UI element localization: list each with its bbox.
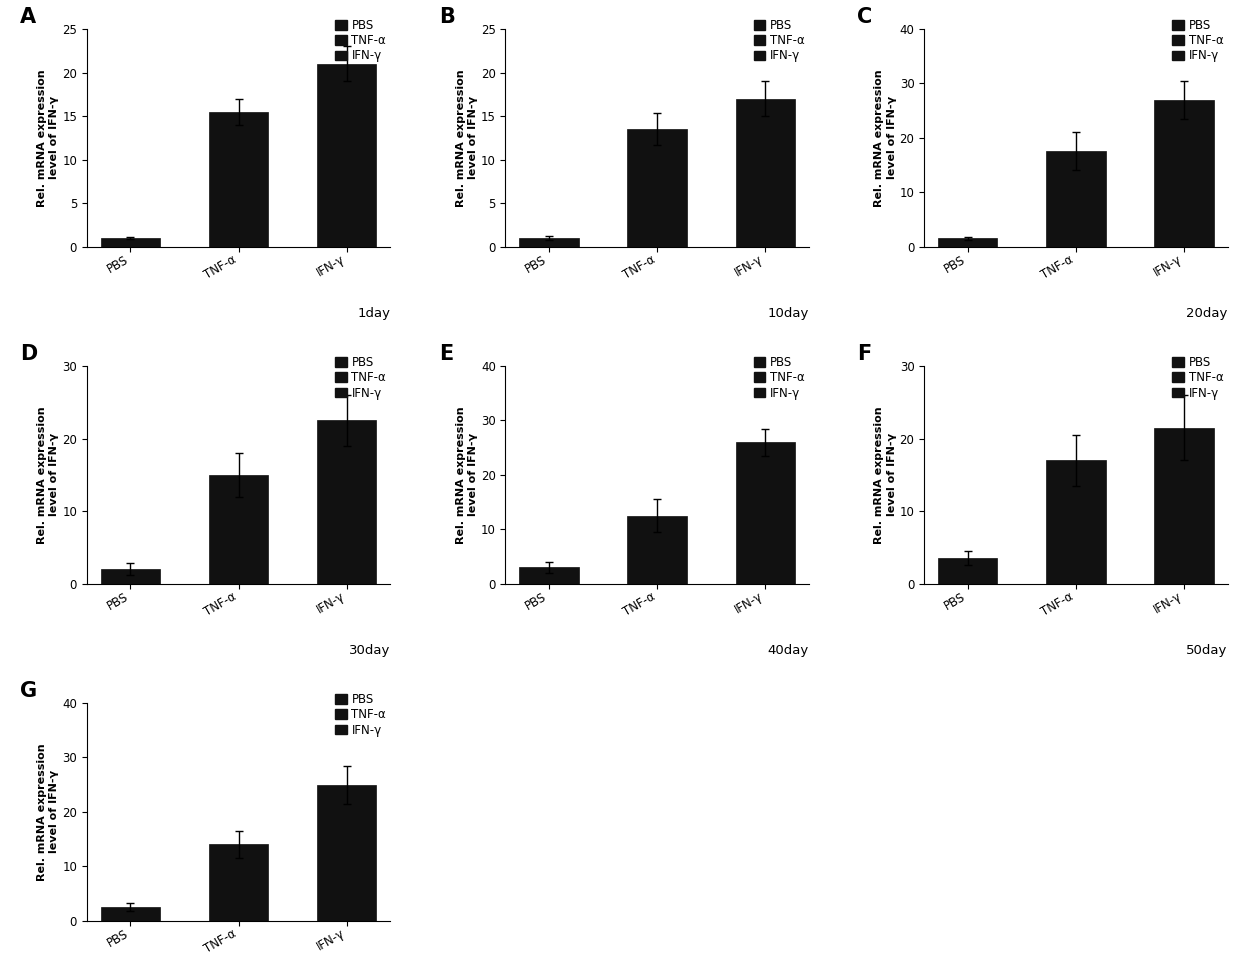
Y-axis label: Rel. mRNA expression
level of IFN-γ: Rel. mRNA expression level of IFN-γ xyxy=(456,406,479,544)
Bar xyxy=(937,558,997,583)
Bar xyxy=(208,475,268,583)
Bar xyxy=(208,111,268,246)
Bar xyxy=(1047,151,1106,246)
Text: E: E xyxy=(439,344,453,364)
Text: 30day: 30day xyxy=(348,644,391,657)
Text: C: C xyxy=(857,8,873,27)
Y-axis label: Rel. mRNA expression
level of IFN-γ: Rel. mRNA expression level of IFN-γ xyxy=(37,69,60,206)
Bar xyxy=(317,64,377,246)
Bar xyxy=(1154,427,1214,583)
Legend: PBS, TNF-α, IFN-γ: PBS, TNF-α, IFN-γ xyxy=(753,17,806,64)
Text: F: F xyxy=(857,344,872,364)
Bar xyxy=(627,129,687,246)
Text: G: G xyxy=(20,681,37,702)
Bar xyxy=(520,237,579,246)
Text: 20day: 20day xyxy=(1187,307,1228,321)
Y-axis label: Rel. mRNA expression
level of IFN-γ: Rel. mRNA expression level of IFN-γ xyxy=(456,69,479,206)
Legend: PBS, TNF-α, IFN-γ: PBS, TNF-α, IFN-γ xyxy=(334,692,387,737)
Text: 1day: 1day xyxy=(357,307,391,321)
Legend: PBS, TNF-α, IFN-γ: PBS, TNF-α, IFN-γ xyxy=(1171,355,1225,401)
Bar xyxy=(1154,100,1214,246)
Text: 40day: 40day xyxy=(768,644,808,657)
Bar xyxy=(317,421,377,583)
Text: B: B xyxy=(439,8,455,27)
Bar xyxy=(100,569,160,583)
Y-axis label: Rel. mRNA expression
level of IFN-γ: Rel. mRNA expression level of IFN-γ xyxy=(37,743,60,881)
Legend: PBS, TNF-α, IFN-γ: PBS, TNF-α, IFN-γ xyxy=(334,17,387,64)
Text: D: D xyxy=(20,344,37,364)
Text: A: A xyxy=(20,8,36,27)
Bar xyxy=(208,844,268,921)
Y-axis label: Rel. mRNA expression
level of IFN-γ: Rel. mRNA expression level of IFN-γ xyxy=(37,406,60,544)
Bar xyxy=(520,567,579,583)
Bar xyxy=(627,516,687,583)
Bar xyxy=(735,99,795,246)
Legend: PBS, TNF-α, IFN-γ: PBS, TNF-α, IFN-γ xyxy=(1171,17,1225,64)
Bar xyxy=(100,907,160,921)
Bar xyxy=(100,237,160,246)
Bar xyxy=(735,442,795,583)
Text: 50day: 50day xyxy=(1187,644,1228,657)
Text: 10day: 10day xyxy=(768,307,808,321)
Bar xyxy=(1047,460,1106,583)
Y-axis label: Rel. mRNA expression
level of IFN-γ: Rel. mRNA expression level of IFN-γ xyxy=(874,406,897,544)
Bar xyxy=(937,238,997,246)
Legend: PBS, TNF-α, IFN-γ: PBS, TNF-α, IFN-γ xyxy=(334,355,387,401)
Y-axis label: Rel. mRNA expression
level of IFN-γ: Rel. mRNA expression level of IFN-γ xyxy=(874,69,897,206)
Bar xyxy=(317,785,377,921)
Legend: PBS, TNF-α, IFN-γ: PBS, TNF-α, IFN-γ xyxy=(753,355,806,401)
